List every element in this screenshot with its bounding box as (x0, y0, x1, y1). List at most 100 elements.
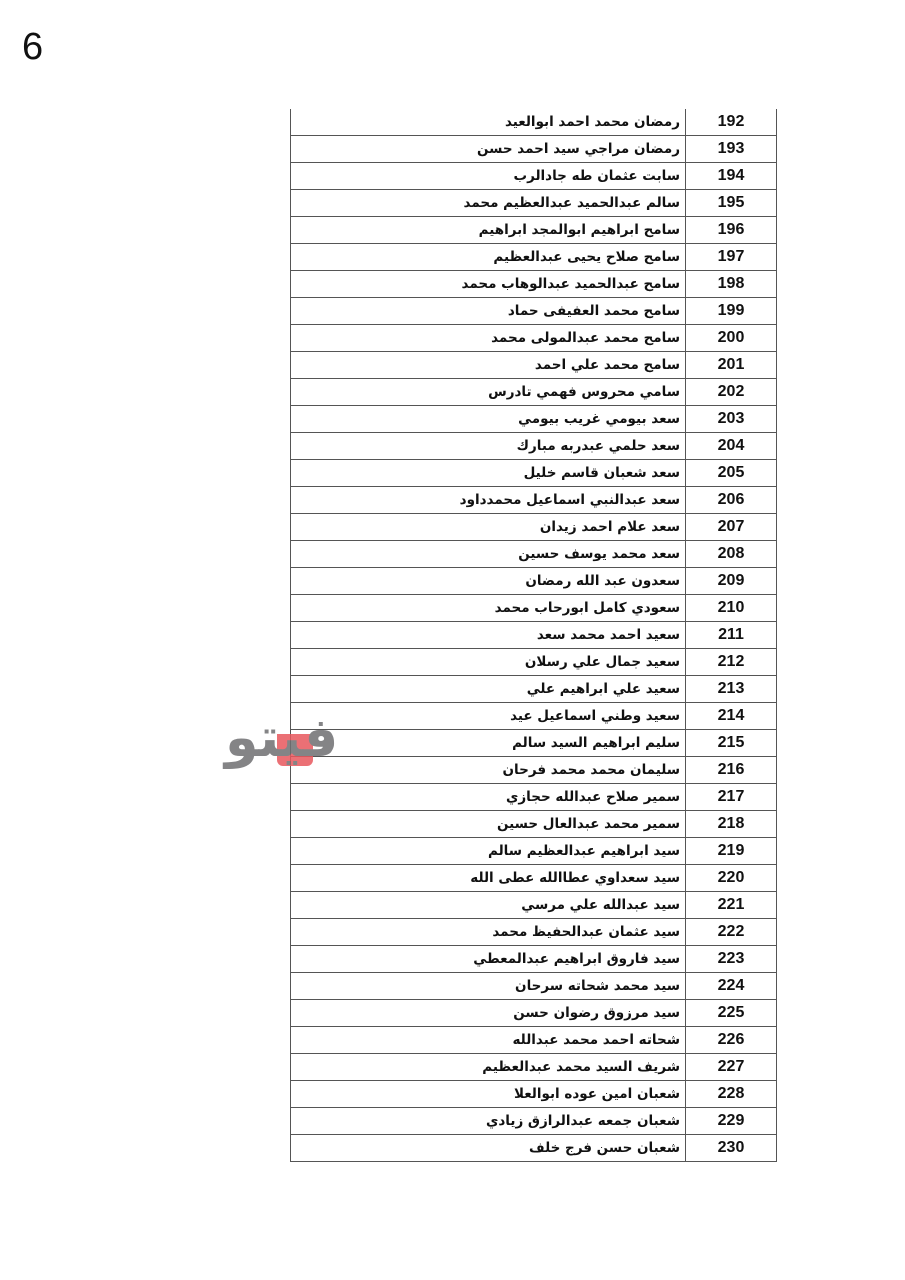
number-cell: 213 (685, 675, 777, 703)
number-cell: 201 (685, 351, 777, 379)
table-row: شعبان جمعه عبدالرازق زيادي 229 (290, 1107, 777, 1135)
table-row: سعودي كامل ابورحاب محمد 210 (290, 594, 777, 622)
table-row: سامح ابراهيم ابوالمجد ابراهيم 196 (290, 216, 777, 244)
table-row: سامح محمد العفيفى حماد 199 (290, 297, 777, 325)
name-cell: سليمان محمد محمد فرحان (290, 756, 686, 784)
watermark-logo-text: فيتو (225, 706, 339, 769)
table-row: سامي محروس فهمي تادرس 202 (290, 378, 777, 406)
table-row: سعدون عبد الله رمضان 209 (290, 567, 777, 595)
name-cell: رمضان محمد احمد ابوالعيد (290, 109, 686, 136)
number-cell: 222 (685, 918, 777, 946)
number-cell: 230 (685, 1134, 777, 1162)
name-cell: سعد حلمي عبدربه مبارك (290, 432, 686, 460)
number-cell: 224 (685, 972, 777, 1000)
table-row: سامح محمد عبدالمولى محمد 200 (290, 324, 777, 352)
table-row: سامح محمد علي احمد 201 (290, 351, 777, 379)
name-cell: سمير محمد عبدالعال حسين (290, 810, 686, 838)
number-cell: 211 (685, 621, 777, 649)
name-cell: سعيد وطني اسماعيل عيد (290, 702, 686, 730)
name-cell: شحاته احمد محمد عبدالله (290, 1026, 686, 1054)
table-row: رمضان محمد احمد ابوالعيد 192 (290, 109, 777, 136)
number-cell: 217 (685, 783, 777, 811)
name-cell: سيد مرزوق رضوان حسن (290, 999, 686, 1027)
number-cell: 194 (685, 162, 777, 190)
table-row: شعبان حسن فرج خلف 230 (290, 1134, 777, 1162)
table-row: سامح صلاح يحيى عبدالعظيم 197 (290, 243, 777, 271)
number-cell: 212 (685, 648, 777, 676)
name-cell: سيد عبدالله علي مرسي (290, 891, 686, 919)
number-cell: 210 (685, 594, 777, 622)
number-cell: 202 (685, 378, 777, 406)
number-cell: 206 (685, 486, 777, 514)
table-row: شحاته احمد محمد عبدالله 226 (290, 1026, 777, 1054)
table-row: سعد محمد يوسف حسين 208 (290, 540, 777, 568)
number-cell: 227 (685, 1053, 777, 1081)
table-row: سعيد احمد محمد سعد 211 (290, 621, 777, 649)
number-cell: 225 (685, 999, 777, 1027)
number-cell: 204 (685, 432, 777, 460)
number-cell: 203 (685, 405, 777, 433)
page-number: 6 (22, 26, 44, 68)
name-cell: سيد ابراهيم عبدالعظيم سالم (290, 837, 686, 865)
table-row: سعد عبدالنبي اسماعيل محمدداود 206 (290, 486, 777, 514)
name-cell: سامح عبدالحميد عبدالوهاب محمد (290, 270, 686, 298)
name-cell: سعيد علي ابراهيم علي (290, 675, 686, 703)
name-cell: سالم عبدالحميد عبدالعظيم محمد (290, 189, 686, 217)
number-cell: 220 (685, 864, 777, 892)
number-cell: 207 (685, 513, 777, 541)
names-table-body: رمضان محمد احمد ابوالعيد 192 رمضان مراجي س… (290, 109, 777, 1162)
number-cell: 209 (685, 567, 777, 595)
name-cell: سابت عثمان طه جادالرب (290, 162, 686, 190)
name-cell: سيد سعداوي عطاالله عطى الله (290, 864, 686, 892)
watermark-hand-icon (277, 734, 313, 766)
name-cell: سامح ابراهيم ابوالمجد ابراهيم (290, 216, 686, 244)
table-row: سعد حلمي عبدربه مبارك 204 (290, 432, 777, 460)
number-cell: 229 (685, 1107, 777, 1135)
table-row: سابت عثمان طه جادالرب 194 (290, 162, 777, 190)
table-row: سيد محمد شحاته سرحان 224 (290, 972, 777, 1000)
table-row: سيد عثمان عبدالحفيظ محمد 222 (290, 918, 777, 946)
table-row: سعيد وطني اسماعيل عيد 214 (290, 702, 777, 730)
table-row: سيد فاروق ابراهيم عبدالمعطي 223 (290, 945, 777, 973)
number-cell: 219 (685, 837, 777, 865)
name-cell: سامح محمد العفيفى حماد (290, 297, 686, 325)
table-row: سعد بيومي غريب بيومي 203 (290, 405, 777, 433)
table-row: شريف السيد محمد عبدالعظيم 227 (290, 1053, 777, 1081)
number-cell: 198 (685, 270, 777, 298)
number-cell: 218 (685, 810, 777, 838)
table-row: رمضان مراجي سيد احمد حسن 193 (290, 135, 777, 163)
name-cell: سيد محمد شحاته سرحان (290, 972, 686, 1000)
table-row: سمير محمد عبدالعال حسين 218 (290, 810, 777, 838)
name-cell: سعيد جمال علي رسلان (290, 648, 686, 676)
number-cell: 192 (685, 109, 777, 136)
name-cell: شريف السيد محمد عبدالعظيم (290, 1053, 686, 1081)
number-cell: 200 (685, 324, 777, 352)
name-cell: سيد عثمان عبدالحفيظ محمد (290, 918, 686, 946)
table-row: شعبان امين عوده ابوالعلا 228 (290, 1080, 777, 1108)
name-cell: سعد عبدالنبي اسماعيل محمدداود (290, 486, 686, 514)
name-cell: شعبان حسن فرج خلف (290, 1134, 686, 1162)
number-cell: 205 (685, 459, 777, 487)
name-cell: شعبان جمعه عبدالرازق زيادي (290, 1107, 686, 1135)
number-cell: 228 (685, 1080, 777, 1108)
name-cell: سعيد احمد محمد سعد (290, 621, 686, 649)
name-cell: سعدون عبد الله رمضان (290, 567, 686, 595)
name-cell: شعبان امين عوده ابوالعلا (290, 1080, 686, 1108)
table-row: سعيد جمال علي رسلان 212 (290, 648, 777, 676)
name-cell: سعد علام احمد زيدان (290, 513, 686, 541)
number-cell: 223 (685, 945, 777, 973)
names-table: رمضان محمد احمد ابوالعيد 192 رمضان مراجي س… (290, 109, 777, 1162)
table-row: سيد ابراهيم عبدالعظيم سالم 219 (290, 837, 777, 865)
name-cell: سمير صلاح عبدالله حجازي (290, 783, 686, 811)
table-row: سمير صلاح عبدالله حجازي 217 (290, 783, 777, 811)
table-row: سليمان محمد محمد فرحان 216 (290, 756, 777, 784)
name-cell: سامي محروس فهمي تادرس (290, 378, 686, 406)
name-cell: سعد شعبان قاسم خليل (290, 459, 686, 487)
number-cell: 196 (685, 216, 777, 244)
name-cell: رمضان مراجي سيد احمد حسن (290, 135, 686, 163)
name-cell: سامح محمد عبدالمولى محمد (290, 324, 686, 352)
number-cell: 221 (685, 891, 777, 919)
watermark-logo: فيتو (225, 706, 370, 782)
number-cell: 226 (685, 1026, 777, 1054)
name-cell: سامح محمد علي احمد (290, 351, 686, 379)
